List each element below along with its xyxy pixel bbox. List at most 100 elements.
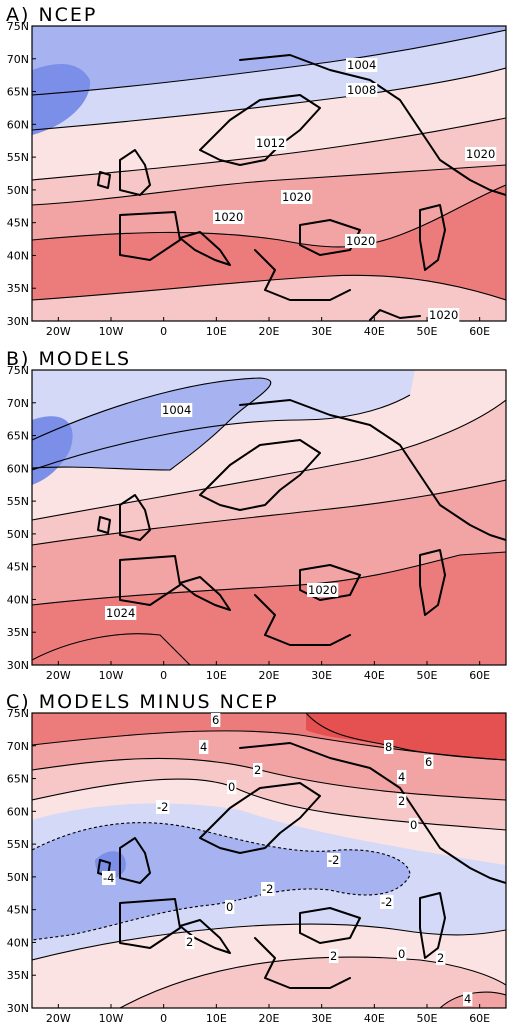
panel-a-ticks: 75N 70N 65N 60N 55N 50N 45N 40N 35N 30N 20W 10W 0 10E… bbox=[7, 20, 490, 338]
lat-tick-label: 35N bbox=[7, 282, 29, 295]
contour-label: 6 bbox=[212, 713, 219, 727]
lat-tick-label: 40N bbox=[7, 593, 29, 606]
lon-tick-label: 40E bbox=[364, 669, 385, 682]
panel-a-title: A) NCEP bbox=[6, 4, 97, 26]
contour-label-box bbox=[329, 949, 339, 963]
contour-label: 2 bbox=[330, 949, 337, 963]
contour-label: -2 bbox=[381, 895, 392, 909]
contour-label-box bbox=[397, 770, 407, 784]
contour-label: 0 bbox=[398, 947, 405, 961]
contour-label: 6 bbox=[425, 755, 432, 769]
contour-label: 1004 bbox=[162, 403, 191, 417]
lat-tick-label: 55N bbox=[7, 495, 29, 508]
contour-label: 1004 bbox=[347, 58, 376, 72]
lon-tick-label: 20W bbox=[46, 1012, 71, 1024]
lon-tick-label: 30E bbox=[311, 1012, 332, 1024]
contour-label: 0 bbox=[228, 780, 235, 794]
lat-tick-label: 50N bbox=[7, 528, 29, 541]
contour-label-box bbox=[345, 234, 377, 248]
contour-label: -2 bbox=[328, 853, 339, 867]
contour-label-box bbox=[463, 992, 473, 1006]
lon-tick-label: 30E bbox=[311, 669, 332, 682]
contour-label: 1020 bbox=[466, 147, 495, 161]
lat-tick-label: 75N bbox=[7, 364, 29, 377]
contour-label-box bbox=[281, 190, 313, 204]
lat-tick-label: 45N bbox=[7, 561, 29, 574]
panel-a-map bbox=[32, 26, 506, 321]
contour-label-box bbox=[161, 403, 193, 417]
contour-label: 1024 bbox=[106, 606, 135, 620]
lon-tick-label: 10W bbox=[99, 325, 124, 338]
lon-tick-label: 0 bbox=[160, 325, 167, 338]
contour-label-box bbox=[225, 900, 235, 914]
contour-label-box bbox=[397, 947, 407, 961]
lat-tick-label: 75N bbox=[7, 707, 29, 720]
lon-tick-label: 10W bbox=[99, 1012, 124, 1024]
contour-label: 0 bbox=[226, 900, 233, 914]
lat-tick-label: 50N bbox=[7, 184, 29, 197]
contour-label: -2 bbox=[157, 800, 168, 814]
lat-tick-label: 45N bbox=[7, 217, 29, 230]
lat-tick-label: 45N bbox=[7, 904, 29, 917]
lat-tick-label: 60N bbox=[7, 462, 29, 475]
panel-c-contour-labels: 6 4 8 6 2 4 0 2 -2 0 -2 -4 -2 -2 0 2 2 0… bbox=[102, 713, 473, 1006]
contour-label-box bbox=[409, 818, 419, 832]
lat-tick-label: 55N bbox=[7, 151, 29, 164]
contour-label-box bbox=[185, 935, 195, 949]
contour-label: -4 bbox=[103, 871, 114, 885]
lat-tick-label: 70N bbox=[7, 53, 29, 66]
contour-label-box bbox=[156, 800, 170, 814]
contour-label-box bbox=[227, 780, 237, 794]
lat-tick-label: 30N bbox=[7, 659, 29, 672]
lat-tick-label: 65N bbox=[7, 773, 29, 786]
contour-label-box bbox=[261, 882, 275, 896]
contour-label-box bbox=[384, 740, 394, 754]
panel-b-title: B) MODELS bbox=[6, 348, 131, 370]
lon-tick-label: 20W bbox=[46, 669, 71, 682]
panel-c: C) MODELS MINUS NCEP 6 4 bbox=[6, 691, 507, 1024]
contour-label: 4 bbox=[398, 770, 405, 784]
panel-c-title: C) MODELS MINUS NCEP bbox=[6, 691, 279, 713]
contour-label-box bbox=[255, 136, 287, 150]
panel-a-contour-labels: 1004 1008 1012 1020 1020 1020 1020 1020 bbox=[213, 58, 497, 322]
lat-tick-label: 75N bbox=[7, 20, 29, 33]
lat-tick-label: 50N bbox=[7, 871, 29, 884]
contour-label: 8 bbox=[385, 740, 392, 754]
lat-tick-label: 60N bbox=[7, 805, 29, 818]
lat-tick-label: 55N bbox=[7, 838, 29, 851]
lon-tick-label: 50E bbox=[417, 325, 438, 338]
contour-label: 4 bbox=[464, 992, 471, 1006]
contour-label: 4 bbox=[200, 740, 207, 754]
panel-b: B) MODELS 1004 1020 1024 75N 70N 65N 60N 55N… bbox=[6, 348, 507, 682]
contour-label-box bbox=[211, 713, 221, 727]
contour-label-box bbox=[327, 853, 341, 867]
panel-a: A) NCEP 1004 1008 1012 1020 1020 bbox=[6, 4, 507, 338]
contour-label-box bbox=[102, 871, 116, 885]
contour-label: 2 bbox=[254, 763, 261, 777]
lat-tick-label: 65N bbox=[7, 86, 29, 99]
lon-tick-label: 10E bbox=[206, 669, 227, 682]
contour-label: 2 bbox=[398, 794, 405, 808]
lat-tick-label: 70N bbox=[7, 397, 29, 410]
contour-label-box bbox=[380, 895, 394, 909]
lon-tick-label: 40E bbox=[364, 325, 385, 338]
contour-label: -2 bbox=[262, 882, 273, 896]
contour-label-box bbox=[307, 583, 339, 597]
coastline bbox=[97, 54, 506, 321]
contour-label: 1020 bbox=[429, 308, 458, 322]
lon-tick-label: 40E bbox=[364, 1012, 385, 1024]
lat-tick-label: 60N bbox=[7, 118, 29, 131]
contour-label-box bbox=[346, 83, 378, 97]
lat-tick-label: 65N bbox=[7, 430, 29, 443]
lon-tick-label: 20W bbox=[46, 325, 71, 338]
lat-tick-label: 35N bbox=[7, 969, 29, 982]
contour-label: 2 bbox=[437, 951, 444, 965]
contour-label: 1012 bbox=[256, 136, 285, 150]
lon-tick-label: 10W bbox=[99, 669, 124, 682]
panel-b-contour-labels: 1004 1020 1024 bbox=[105, 403, 339, 620]
lon-tick-label: 10E bbox=[206, 1012, 227, 1024]
panel-b-ticks: 75N 70N 65N 60N 55N 50N 45N 40N 35N 30N 20W 10W 0 10E… bbox=[7, 364, 490, 682]
contour-label: 0 bbox=[410, 818, 417, 832]
lat-tick-label: 70N bbox=[7, 740, 29, 753]
